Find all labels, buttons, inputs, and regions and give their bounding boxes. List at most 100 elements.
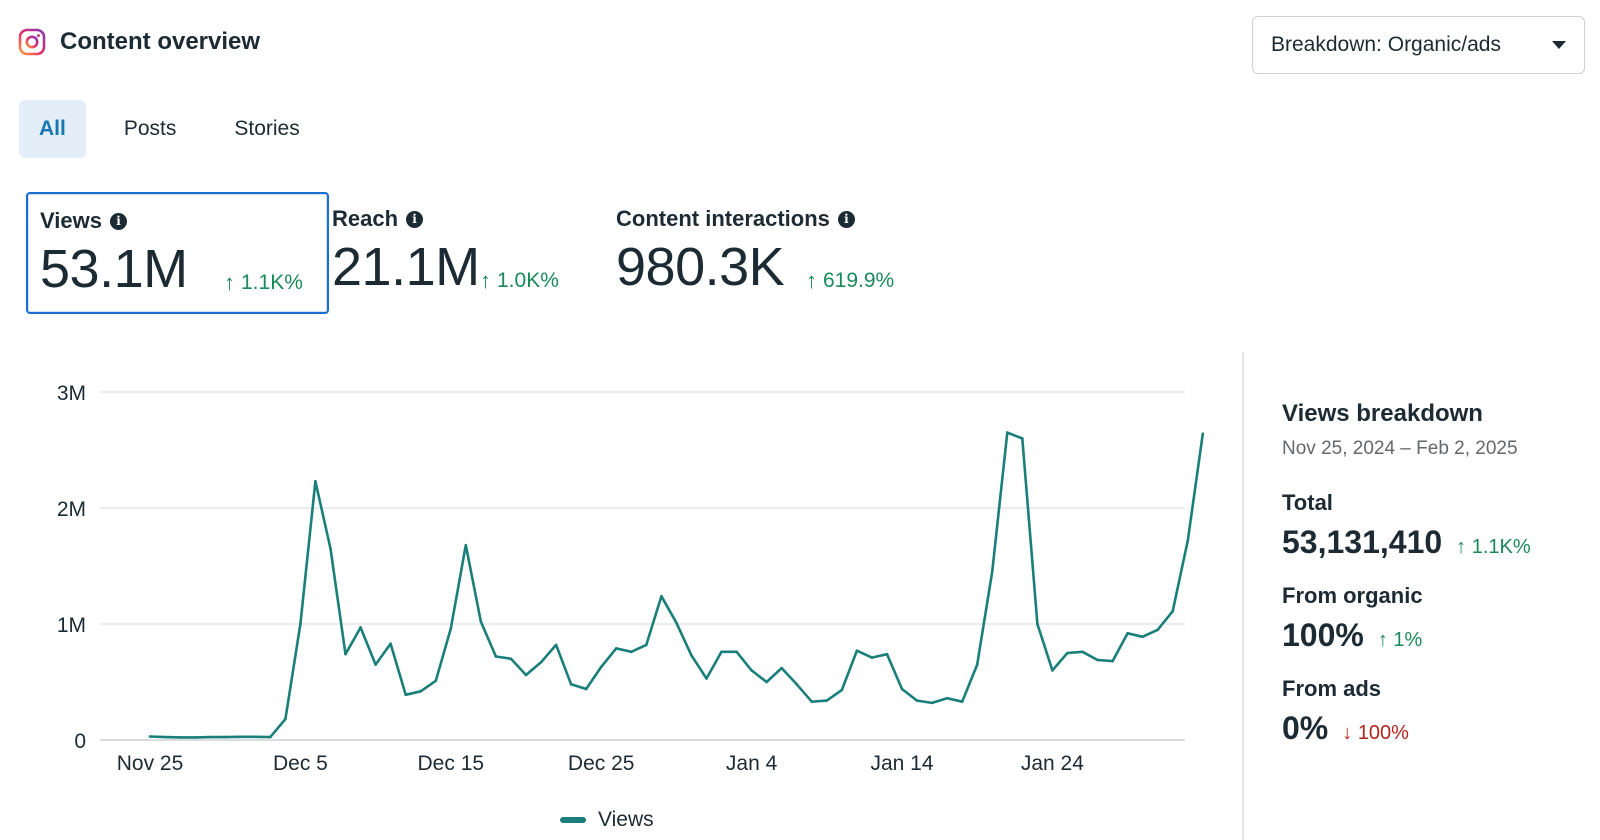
data-point bbox=[314, 480, 317, 483]
data-point bbox=[1201, 432, 1205, 436]
data-point bbox=[810, 700, 814, 704]
data-point bbox=[178, 736, 182, 739]
data-point bbox=[1021, 437, 1024, 440]
ads-label: From ads bbox=[1282, 676, 1382, 701]
metric-change-views: ↑ 1.1K% bbox=[224, 270, 303, 295]
views-breakdown-panel: Views breakdown Nov 25, 2024 – Feb 2, 20… bbox=[1282, 400, 1582, 747]
data-point bbox=[900, 687, 904, 691]
data-point bbox=[1096, 658, 1099, 662]
metric-change-reach: ↑ 1.0K% bbox=[480, 268, 559, 293]
data-point bbox=[269, 735, 272, 739]
data-point bbox=[945, 696, 949, 700]
x-tick-label: Jan 4 bbox=[726, 752, 778, 775]
data-point bbox=[614, 647, 618, 650]
tab-all[interactable]: All bbox=[19, 100, 86, 158]
data-point bbox=[1036, 622, 1039, 626]
organic-change: ↑ 1% bbox=[1377, 629, 1423, 651]
x-tick-label: Jan 24 bbox=[1021, 752, 1084, 775]
arrow-up-icon: ↑ bbox=[224, 270, 235, 295]
data-point bbox=[870, 656, 874, 659]
data-point bbox=[284, 717, 287, 721]
total-value: 53,131,410 bbox=[1282, 524, 1443, 560]
metric-label-content-interactions: Content interactions bbox=[616, 206, 830, 231]
legend-swatch bbox=[560, 817, 586, 823]
breakdown-dropdown[interactable]: Breakdown: Organic/ads bbox=[1252, 16, 1585, 74]
y-tick-label: 3M bbox=[57, 382, 86, 405]
tab-stories[interactable]: Stories bbox=[234, 117, 300, 140]
info-icon[interactable]: i bbox=[837, 210, 855, 228]
data-point bbox=[389, 642, 392, 646]
info-icon[interactable]: i bbox=[406, 210, 424, 228]
tab-posts[interactable]: Posts bbox=[123, 117, 177, 140]
metric-card-content-interactions[interactable]: Content interactions i 980.3K ↑ 619.9% bbox=[604, 192, 944, 314]
y-tick-label: 0 bbox=[74, 730, 86, 753]
data-point bbox=[840, 688, 844, 692]
data-point bbox=[675, 621, 678, 625]
metric-change-content-interactions: ↑ 619.9% bbox=[806, 268, 895, 293]
total-change: ↑ 1.1K% bbox=[1456, 536, 1531, 558]
data-point bbox=[554, 643, 558, 647]
x-tick-label: Jan 14 bbox=[870, 752, 933, 775]
breakdown-dropdown-label: Breakdown: Organic/ads bbox=[1271, 33, 1501, 56]
data-point bbox=[238, 735, 242, 739]
data-point bbox=[1066, 651, 1069, 655]
data-point bbox=[885, 652, 889, 656]
total-label: Total bbox=[1282, 490, 1333, 515]
data-point bbox=[645, 643, 648, 647]
data-point bbox=[690, 654, 693, 657]
legend-label: Views bbox=[598, 808, 654, 831]
data-point bbox=[990, 570, 994, 574]
caret-down-icon bbox=[1552, 41, 1566, 49]
arrow-up-icon: ↑ bbox=[1456, 536, 1472, 558]
chart-legend: Views bbox=[560, 808, 654, 832]
metric-value-views: 53.1M bbox=[40, 239, 188, 299]
data-point bbox=[660, 594, 663, 598]
instagram-icon bbox=[18, 28, 46, 56]
arrow-down-icon: ↓ bbox=[1342, 722, 1358, 744]
data-point bbox=[750, 669, 753, 672]
organic-label: From organic bbox=[1282, 583, 1423, 608]
data-point bbox=[193, 736, 197, 739]
data-point bbox=[915, 699, 919, 702]
data-point bbox=[1081, 650, 1084, 654]
data-point bbox=[599, 665, 603, 669]
data-point bbox=[524, 673, 528, 677]
data-point bbox=[569, 683, 573, 686]
series-line-views bbox=[148, 431, 1205, 739]
breakdown-date-range: Nov 25, 2024 – Feb 2, 2025 bbox=[1282, 438, 1518, 459]
data-point bbox=[720, 650, 723, 654]
data-point bbox=[374, 663, 377, 666]
data-point bbox=[434, 679, 438, 683]
data-point bbox=[705, 677, 708, 680]
x-tick-label: Nov 25 bbox=[117, 752, 184, 775]
data-point bbox=[539, 660, 543, 664]
data-point bbox=[404, 693, 407, 697]
data-point bbox=[329, 547, 332, 550]
data-point bbox=[479, 620, 483, 623]
x-tick-label: Dec 25 bbox=[568, 752, 635, 775]
data-point bbox=[855, 649, 859, 652]
data-point bbox=[163, 735, 167, 739]
data-point bbox=[419, 689, 423, 693]
data-point bbox=[208, 735, 212, 739]
content-tabs: All Posts Stories bbox=[19, 100, 338, 158]
info-icon[interactable]: i bbox=[109, 212, 127, 230]
metric-card-reach[interactable]: Reach i 21.1M ↑ 1.0K% bbox=[320, 192, 610, 314]
data-point bbox=[464, 543, 468, 547]
page-title: Content overview bbox=[60, 28, 261, 55]
data-point bbox=[1171, 609, 1175, 613]
data-point bbox=[449, 627, 453, 630]
data-point bbox=[629, 650, 633, 654]
ads-value: 0% bbox=[1282, 710, 1329, 746]
metric-value-content-interactions: 980.3K bbox=[616, 237, 785, 297]
views-line-chart: 0 1M 2M 3M Nov 25 Dec 5 Dec 15 Dec 25 Jan 4 Jan 1… bbox=[57, 382, 1205, 775]
arrow-up-icon: ↑ bbox=[480, 268, 491, 293]
metric-card-views[interactable]: Views i 53.1M ↑ 1.1K% bbox=[26, 192, 329, 314]
data-point bbox=[765, 680, 768, 684]
data-point bbox=[1141, 635, 1144, 639]
data-point bbox=[735, 650, 738, 654]
x-tick-label: Dec 5 bbox=[273, 752, 328, 775]
metric-value-reach: 21.1M bbox=[332, 237, 480, 297]
data-point bbox=[780, 666, 783, 670]
arrow-up-icon: ↑ bbox=[1377, 629, 1394, 651]
